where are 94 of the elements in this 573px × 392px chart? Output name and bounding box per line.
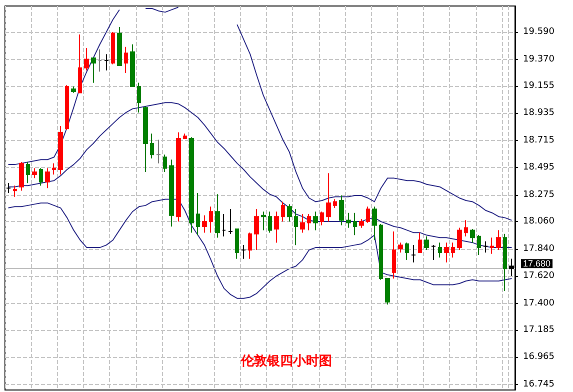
candlestick (320, 211, 324, 226)
candlestick (130, 44, 135, 88)
candlestick (176, 132, 181, 222)
candlestick (91, 58, 96, 84)
candlestick (359, 218, 364, 228)
y-tick-label: 19.155 (523, 80, 554, 91)
candlestick (477, 234, 481, 256)
candlestick (313, 211, 318, 231)
line-series (8, 102, 512, 248)
y-tick-label: 17.185 (523, 324, 554, 335)
candlestick (496, 230, 501, 251)
y-tick-label: 17.400 (523, 298, 555, 308)
candlestick (287, 204, 292, 222)
candlestick (385, 278, 390, 306)
candlestick (254, 208, 259, 251)
y-tick-label: 18.060 (523, 216, 555, 227)
candlestick (470, 228, 475, 244)
candlestick (137, 82, 141, 114)
y-tick-label: 18.495 (523, 162, 554, 173)
candlestick (444, 242, 449, 263)
candlestick (241, 244, 246, 260)
candlestick (169, 159, 174, 227)
y-tick-label: 18.715 (523, 135, 554, 146)
candlestick (261, 211, 266, 231)
candlestick (392, 230, 396, 280)
candlestick (379, 224, 383, 280)
candlestick (19, 162, 24, 192)
candlestick (98, 48, 102, 72)
candlestick (294, 208, 298, 246)
y-tick-label: 17.840 (523, 244, 555, 254)
candlestick (431, 244, 436, 260)
candlestick (26, 162, 30, 184)
candlestick (183, 133, 187, 140)
candlestick (71, 86, 76, 94)
candlestick (300, 214, 305, 234)
candlestick (111, 32, 115, 65)
candlestick (326, 172, 331, 222)
candlestick (202, 214, 207, 234)
y-tick-label: 18.935 (523, 108, 554, 118)
candlestick (503, 233, 507, 292)
candlestick (150, 133, 154, 159)
candlestick (268, 211, 272, 234)
candlestick (418, 232, 422, 254)
candlestick (366, 206, 370, 224)
candlestick (84, 48, 89, 71)
candlestick (424, 236, 429, 251)
candlestick (281, 201, 285, 222)
candlestick (346, 212, 351, 228)
y-tick-label: 16.965 (523, 352, 554, 362)
candlestick (248, 232, 252, 260)
candlestick (58, 126, 63, 175)
candlestick (189, 136, 194, 234)
candlestick (490, 237, 494, 254)
candlestick (464, 220, 468, 237)
text: 伦敦银四小时图 (240, 353, 332, 369)
candlestick (209, 206, 213, 234)
candlestick (39, 168, 43, 186)
candlestick (353, 212, 357, 236)
line-series (8, 198, 512, 299)
candlestick (32, 168, 37, 179)
candlestick (65, 84, 69, 130)
y-tick-label: 17.620 (523, 271, 555, 282)
candlestick (222, 214, 226, 237)
candlestick (483, 240, 488, 254)
y-tick-label: 19.590 (523, 27, 555, 38)
candlestick (124, 46, 128, 74)
candlestick (451, 242, 455, 258)
candlestick (45, 168, 50, 189)
ref-line-label: 17.680 (523, 258, 551, 269)
candlestick (405, 242, 409, 260)
y-tick-label: 19.370 (523, 54, 555, 64)
candlestick (215, 194, 220, 238)
candlestick (398, 242, 403, 254)
candlestick (78, 34, 82, 94)
candlestick (52, 162, 56, 175)
candlestick (307, 214, 311, 231)
candlestick (372, 206, 377, 241)
y-tick-label: 18.275 (523, 190, 554, 200)
candlestick (104, 54, 109, 71)
candlestick (235, 228, 239, 260)
y-tick-label: 16.745 (523, 379, 554, 390)
candlestick (156, 139, 161, 164)
candlestick (143, 106, 148, 172)
candlestick (411, 244, 416, 263)
candlestick (228, 208, 233, 234)
candlestick (438, 242, 442, 258)
candlestick (117, 26, 122, 66)
candlestick (333, 198, 337, 208)
candlestick (163, 154, 167, 172)
candlestick (457, 227, 462, 251)
candlestick (274, 211, 279, 244)
candlestick (196, 192, 200, 236)
candlestick (13, 185, 17, 198)
candlestick (339, 195, 344, 226)
